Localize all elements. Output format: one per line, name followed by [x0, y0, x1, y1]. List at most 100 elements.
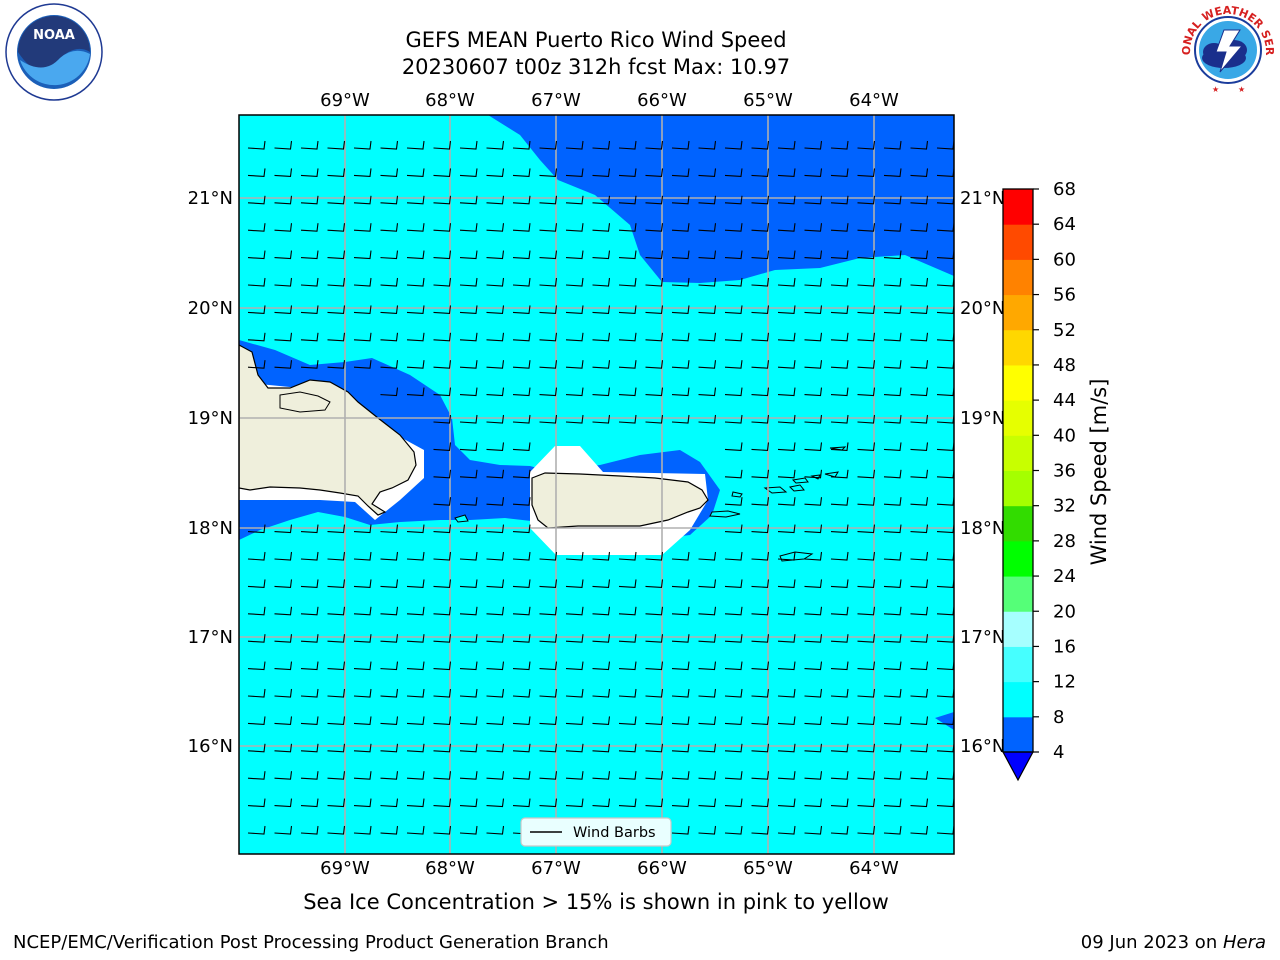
- wind-barb: [512, 442, 531, 451]
- wind-barb: [618, 387, 637, 397]
- wind-barb: [406, 250, 425, 260]
- wind-barb: [910, 223, 929, 232]
- wind-barb: [353, 798, 372, 808]
- wind-barb: [565, 387, 584, 397]
- wind-barb: [910, 716, 929, 725]
- wind-barb: [380, 223, 399, 232]
- wind-barb: [327, 332, 346, 342]
- wind-barb: [380, 716, 399, 725]
- wind-barb: [830, 195, 849, 205]
- wind-barb: [857, 798, 876, 808]
- wind-barb: [592, 277, 611, 287]
- wind-barb: [300, 579, 319, 588]
- lat-label-left-20n: 20°N: [188, 298, 233, 319]
- wind-barb: [777, 360, 796, 369]
- wind-barb: [406, 579, 425, 588]
- graticule: [239, 115, 954, 854]
- wind-barb: [857, 250, 876, 260]
- wind-barb: [724, 168, 743, 177]
- wind-barb: [459, 140, 478, 150]
- wind-barb: [380, 634, 399, 643]
- colorbar-tick-label: 36: [1053, 461, 1076, 482]
- wind-barb: [327, 661, 346, 671]
- wind-barb: [883, 634, 902, 643]
- wind-barb: [751, 716, 770, 725]
- wind-barb: [327, 551, 346, 561]
- colorbar-segment: [1003, 576, 1033, 612]
- wind-barb: [565, 579, 584, 588]
- wind-barb: [724, 606, 743, 616]
- wind-barb: [565, 688, 584, 698]
- wind-barb: [910, 140, 929, 150]
- wind-barb: [512, 140, 531, 150]
- wind-barb: [592, 332, 611, 342]
- wind-barb: [618, 414, 637, 424]
- lon-label-top-64w: 64°W: [849, 90, 899, 111]
- wind-barb: [724, 277, 743, 287]
- wind-barb: [857, 332, 876, 342]
- wind-barb: [592, 195, 611, 205]
- wind-barb: [645, 798, 664, 808]
- wind-barb: [539, 688, 558, 698]
- wind-barb: [380, 688, 399, 698]
- wind-barb: [486, 743, 505, 753]
- wind-barb: [592, 579, 611, 588]
- wind-barb: [698, 634, 717, 643]
- wind-barb: [592, 305, 611, 314]
- wind-barb: [645, 140, 664, 150]
- wind-barb: [645, 223, 664, 232]
- colorbar-segment: [1003, 470, 1033, 507]
- wind-barb: [645, 195, 664, 205]
- wind-barb: [830, 305, 849, 314]
- wind-barb: [883, 579, 902, 588]
- wind-barb: [724, 195, 743, 205]
- wind-barb: [380, 524, 399, 534]
- wind-barb: [539, 661, 558, 671]
- wind-barb: [698, 825, 717, 835]
- wind-barb: [910, 277, 929, 287]
- wind-barb: [883, 551, 902, 561]
- wind-barb: [698, 360, 717, 369]
- wind-barb: [300, 168, 319, 177]
- colorbar-segment: [1003, 646, 1033, 683]
- wind-barb: [247, 524, 266, 534]
- wind-barb: [327, 305, 346, 314]
- colorbar-segment: [1003, 294, 1033, 331]
- wind-barb: [327, 634, 346, 643]
- wind-barb: [433, 661, 452, 671]
- lat-label-left-18n: 18°N: [188, 518, 233, 539]
- wind-barb: [353, 250, 372, 260]
- wind-barb: [698, 195, 717, 205]
- wind-barb: [724, 524, 743, 534]
- wind-barb: [433, 223, 452, 232]
- wind-barb: [459, 387, 478, 397]
- wind-barb: [777, 442, 796, 451]
- wind-barb: [671, 825, 690, 835]
- wind-barb: [698, 798, 717, 808]
- nws-logo: NATIONAL WEATHER SERVICE ★ ★: [1178, 0, 1276, 97]
- wind-barb: [486, 332, 505, 342]
- wind-barb: [274, 277, 293, 287]
- wind-barb: [486, 387, 505, 397]
- wind-barb: [327, 606, 346, 616]
- wind-barb: [910, 195, 929, 205]
- wind-barb: [857, 195, 876, 205]
- wind-barb: [380, 195, 399, 205]
- wind-barb: [671, 798, 690, 808]
- wind-barb: [751, 771, 770, 780]
- wind-barb: [618, 332, 637, 342]
- wind-barb: [751, 524, 770, 534]
- wind-barb: [592, 168, 611, 177]
- wind-barb: [486, 360, 505, 369]
- wind-barb: [671, 223, 690, 232]
- colorbar-under-triangle: [1001, 751, 1035, 782]
- wind-barb: [380, 798, 399, 808]
- wind-barb: [830, 442, 849, 451]
- lat-label-right-21n: 21°N: [960, 188, 1005, 209]
- wind-barb: [645, 579, 664, 588]
- colorbar-tick-label: 68: [1053, 179, 1076, 200]
- wind-barb: [300, 250, 319, 260]
- wind-barb: [910, 387, 929, 397]
- wind-barb: [751, 250, 770, 260]
- wind-barb: [751, 305, 770, 314]
